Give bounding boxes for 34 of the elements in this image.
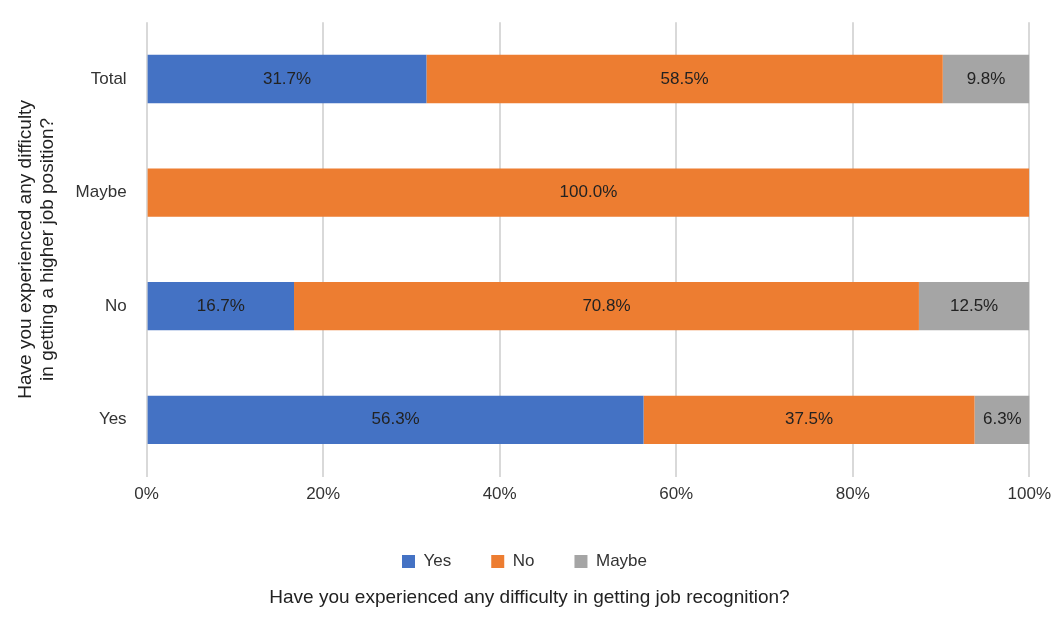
data-label: 31.7% <box>262 68 312 88</box>
y-tick-label: No <box>104 295 127 315</box>
x-tick-label: 40% <box>482 484 517 504</box>
data-label: 16.7% <box>196 295 245 315</box>
data-label: 70.8% <box>582 295 631 315</box>
bar <box>294 282 919 331</box>
x-tick-label: 20% <box>306 484 341 504</box>
bar <box>147 54 427 104</box>
bar <box>643 395 975 444</box>
bar <box>147 168 1030 217</box>
data-label: 6.3% <box>982 409 1022 429</box>
legend-label: Maybe <box>595 551 647 571</box>
x-tick-label: 0% <box>134 484 159 504</box>
data-label: 9.8% <box>966 68 1006 88</box>
legend-label: Yes <box>423 551 452 571</box>
bar <box>918 282 1030 331</box>
bar <box>147 282 295 331</box>
data-label: 12.5% <box>949 295 999 315</box>
data-label: 100.0% <box>559 182 618 202</box>
data-label: 56.3% <box>371 409 420 429</box>
bar <box>942 54 1030 104</box>
x-tick-label: 100% <box>1007 484 1051 504</box>
x-tick-label: 60% <box>659 484 694 504</box>
y-tick-label: Maybe <box>75 182 127 202</box>
data-label: 37.5% <box>784 409 834 429</box>
bar <box>147 395 644 444</box>
y-axis-title: Have you experienced any difficulty in getting a higher job position? <box>13 99 58 399</box>
x-axis-title: Have you experienced any difficulty in getting job recognition? <box>268 586 791 608</box>
bar <box>426 54 943 104</box>
legend-label: No <box>512 551 535 571</box>
y-tick-label: Yes <box>98 409 127 429</box>
x-tick-label: 80% <box>835 484 870 504</box>
data-label: 58.5% <box>660 68 709 88</box>
y-tick-label: Total <box>90 68 127 88</box>
